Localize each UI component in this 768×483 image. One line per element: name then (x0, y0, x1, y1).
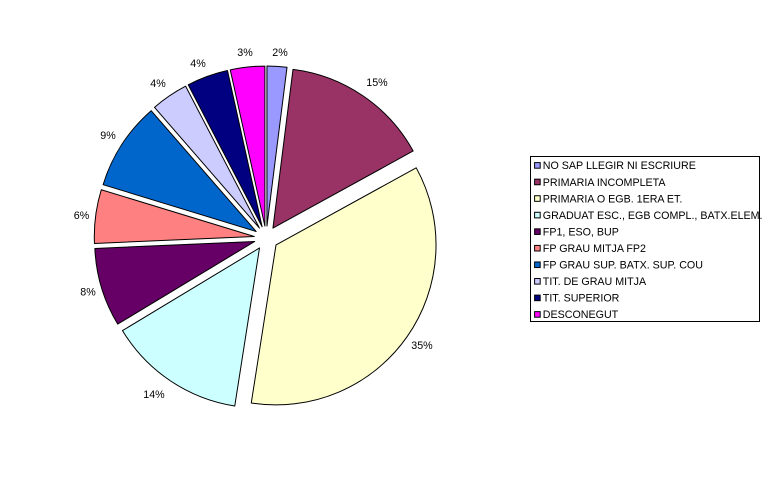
svg-text:FP1, ESO, BUP: FP1, ESO, BUP (543, 226, 619, 238)
svg-text:TIT. SUPERIOR: TIT. SUPERIOR (543, 293, 620, 305)
svg-text:35%: 35% (411, 340, 433, 352)
svg-text:2%: 2% (272, 47, 288, 59)
svg-text:FP GRAU SUP. BATX. SUP. COU: FP GRAU SUP. BATX. SUP. COU (543, 260, 703, 272)
svg-text:GRADUAT ESC., EGB COMPL., BATX: GRADUAT ESC., EGB COMPL., BATX.ELEM. (543, 210, 763, 222)
svg-text:8%: 8% (80, 286, 96, 298)
svg-text:6%: 6% (74, 210, 90, 222)
svg-text:14%: 14% (143, 389, 165, 401)
svg-text:9%: 9% (100, 130, 116, 142)
svg-text:DESCONEGUT: DESCONEGUT (543, 309, 619, 321)
svg-text:3%: 3% (237, 47, 253, 59)
svg-text:TIT. DE GRAU MITJA: TIT. DE GRAU MITJA (543, 276, 647, 288)
svg-text:15%: 15% (366, 77, 388, 89)
svg-text:PRIMARIA INCOMPLETA: PRIMARIA INCOMPLETA (543, 177, 667, 189)
svg-text:4%: 4% (150, 78, 166, 90)
svg-text:FP GRAU MITJA FP2: FP GRAU MITJA FP2 (543, 243, 646, 255)
svg-text:PRIMARIA O EGB. 1ERA ET.: PRIMARIA O EGB. 1ERA ET. (543, 193, 683, 205)
svg-text:NO SAP LLEGIR NI ESCRIURE: NO SAP LLEGIR NI ESCRIURE (543, 160, 696, 172)
svg-text:4%: 4% (190, 58, 206, 70)
